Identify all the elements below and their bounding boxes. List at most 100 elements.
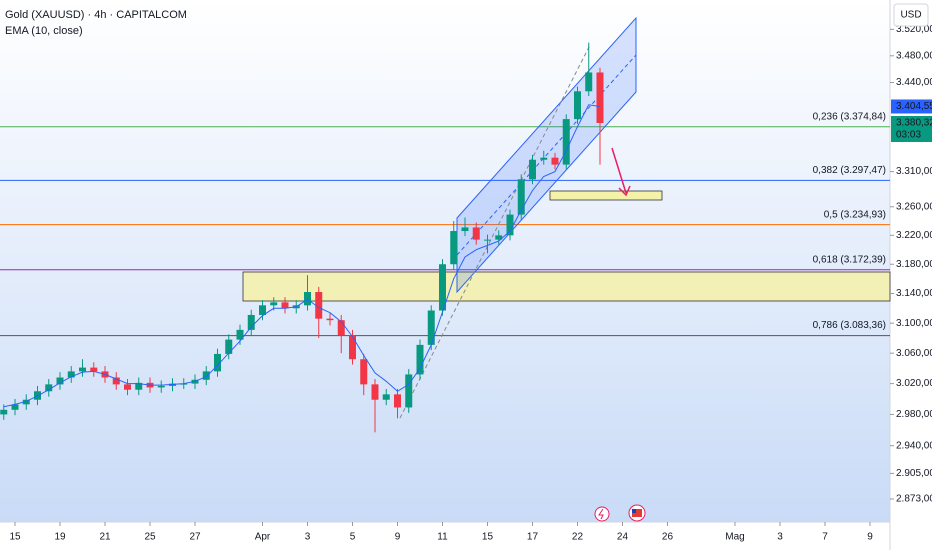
candle-body: [371, 384, 379, 400]
x-tick-label: 21: [99, 532, 111, 543]
candle-body: [11, 404, 19, 410]
x-tick-label: 24: [617, 532, 629, 543]
ema-line: [3, 104, 601, 408]
x-tick-label: 5: [350, 532, 356, 543]
candle-body: [67, 371, 75, 378]
y-tick-label: 3.100,00: [896, 318, 932, 329]
candle-body: [337, 320, 345, 336]
fib-label: 0,236 (3.374,84): [813, 111, 886, 122]
y-tick-label: 2.905,00: [896, 468, 932, 479]
candle-body: [79, 367, 87, 372]
currency-label[interactable]: USD: [900, 10, 921, 21]
candle-body: [405, 374, 413, 408]
y-tick-label: 2.940,00: [896, 440, 932, 451]
x-tick-label: 3: [777, 532, 783, 543]
chart-title: Gold (XAUUSD) · 4h · CAPITALCOM: [5, 9, 187, 21]
candle-body: [427, 310, 435, 345]
y-tick-label: 3.310,00: [896, 166, 932, 177]
event-icon-glyph: [632, 509, 636, 513]
plot-background: [0, 0, 890, 522]
price-badge: [891, 115, 932, 142]
candle-body: [382, 394, 390, 400]
candle-body: [202, 371, 210, 380]
x-tick-label: 19: [54, 532, 66, 543]
candle-body: [135, 382, 143, 390]
indicator-legend[interactable]: EMA (10, close): [5, 25, 83, 37]
candle-body: [124, 384, 132, 390]
y-tick-label: 3.440,00: [896, 77, 932, 88]
candle-body: [416, 344, 424, 375]
candle-body: [0, 409, 8, 415]
fib-label: 0,618 (3.172,39): [813, 254, 886, 265]
x-tick-label: 9: [867, 532, 873, 543]
countdown-label: 03:03: [896, 130, 921, 141]
price-badge: [891, 99, 932, 114]
event-icon[interactable]: [594, 506, 610, 522]
y-tick-label: 3.220,00: [896, 230, 932, 241]
candle-body: [236, 329, 244, 340]
candle-body: [528, 159, 536, 180]
candle-body: [22, 399, 30, 405]
event-icon-glyph: [632, 509, 642, 517]
candle-body: [326, 318, 334, 321]
candle-body: [225, 339, 233, 354]
y-tick-label: 3.060,00: [896, 348, 932, 359]
x-tick-label: 17: [527, 532, 539, 543]
candle-body: [495, 235, 503, 240]
candle-body: [461, 227, 469, 232]
y-tick-label: 3.020,00: [896, 378, 932, 389]
candle-body: [551, 157, 559, 165]
y-tick-label: 3.480,00: [896, 50, 932, 61]
y-tick-label: 3.260,00: [896, 201, 932, 212]
x-tick-label: Mag: [725, 532, 744, 543]
time-axis: [0, 522, 890, 550]
candle-body: [348, 335, 356, 360]
candle-body: [315, 292, 323, 319]
candle-body: [438, 264, 446, 311]
price-badge-label: 3.404,55: [896, 101, 932, 112]
y-tick-label: 3.140,00: [896, 288, 932, 299]
x-tick-label: 27: [189, 532, 201, 543]
x-tick-label: 22: [572, 532, 584, 543]
y-tick-label: 3.180,00: [896, 259, 932, 270]
candle-body: [247, 314, 255, 330]
candle-body: [450, 231, 458, 265]
candle-body: [56, 377, 64, 385]
candle-body: [483, 239, 491, 241]
fib-label: 0,786 (3.083,36): [813, 320, 886, 331]
candle-body: [303, 292, 311, 306]
candle-body: [573, 91, 581, 120]
candle-body: [112, 377, 120, 385]
currency-button[interactable]: [893, 3, 929, 27]
x-tick-label: 26: [662, 532, 674, 543]
x-tick-label: 3: [305, 532, 311, 543]
y-tick-label: 3.520,00: [896, 24, 932, 35]
candle-body: [596, 72, 604, 123]
price-badge-label: 3.380,32: [896, 118, 932, 129]
arrow: [611, 147, 627, 194]
y-tick-label: 2.980,00: [896, 409, 932, 420]
event-icon-glyph: [598, 508, 604, 520]
x-tick-label: 7: [822, 532, 828, 543]
x-tick-label: Apr: [255, 532, 271, 543]
candle-body: [213, 353, 221, 372]
candle-body: [258, 305, 266, 315]
x-tick-label: 9: [395, 532, 401, 543]
price-axis: [890, 0, 932, 550]
candle-body: [270, 302, 278, 306]
x-tick-label: 11: [437, 532, 448, 543]
candle-body: [90, 367, 98, 372]
candle-body: [360, 359, 368, 385]
candle-body: [472, 227, 480, 240]
y-tick-label: 2.873,00: [896, 494, 932, 505]
arrow-head: [618, 185, 631, 197]
fib-label: 0,5 (3.234,93): [824, 209, 886, 220]
candle-body: [585, 72, 593, 92]
candles-layer: [0, 42, 604, 433]
x-tick-label: 15: [482, 532, 494, 543]
candle-body: [562, 119, 570, 165]
support-zone: [242, 271, 891, 302]
candle-body: [281, 302, 289, 309]
